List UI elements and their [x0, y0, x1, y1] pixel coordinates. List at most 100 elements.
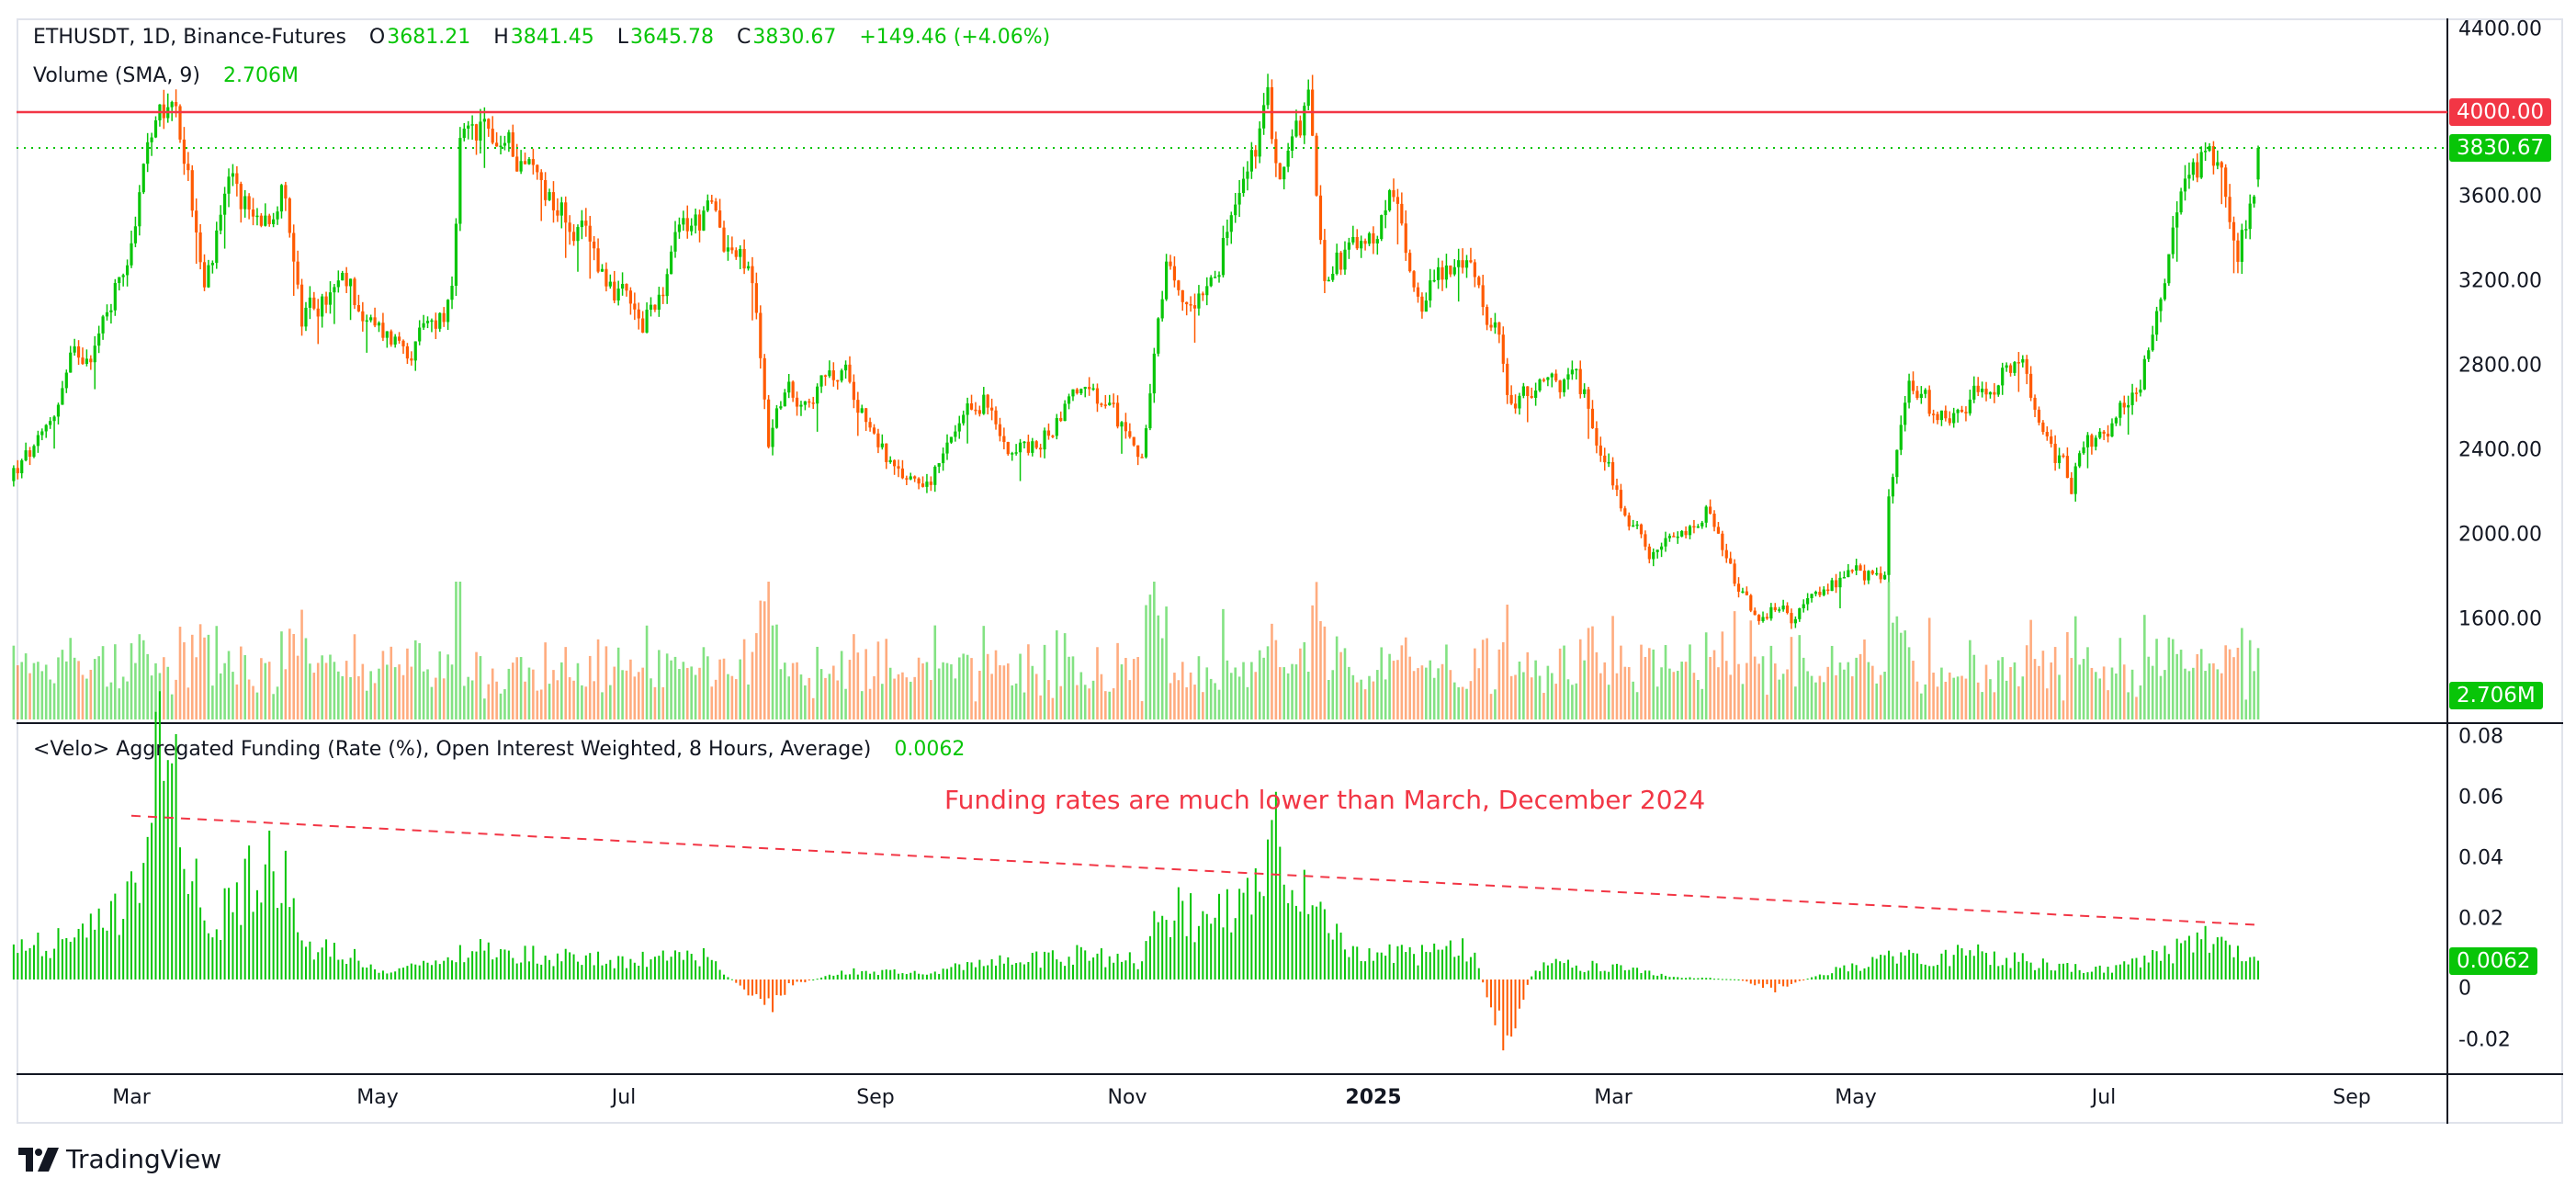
volume-bar: [747, 684, 750, 719]
funding-bar: [2200, 939, 2203, 980]
resistance-price-tag[interactable]: 4000.00: [2449, 98, 2552, 126]
candle-body: [1022, 441, 1026, 444]
candle-body: [2082, 447, 2085, 454]
candle-body: [361, 311, 365, 322]
volume-bar: [32, 662, 36, 719]
funding-title[interactable]: <Velo> Aggregated Funding (Rate (%), Ope…: [33, 738, 872, 761]
volume-bar: [1850, 676, 1854, 719]
candle-body: [620, 284, 625, 289]
funding-bar: [1392, 962, 1395, 980]
funding-bar: [443, 960, 446, 980]
funding-bar: [2175, 938, 2178, 980]
candle-body: [2196, 162, 2199, 178]
candle-body: [1298, 120, 1302, 136]
volume-bar: [1912, 661, 1915, 719]
funding-bar: [751, 980, 753, 996]
volume-bar: [2228, 649, 2231, 719]
volume-bar: [1165, 606, 1168, 719]
funding-bar: [1031, 952, 1034, 980]
volume-bar: [491, 668, 494, 719]
funding-bar: [1120, 961, 1123, 980]
candle-body: [872, 427, 876, 434]
funding-bar: [670, 957, 672, 980]
funding-tick: 0.08: [2458, 725, 2503, 749]
volume-bar: [1863, 639, 1866, 719]
funding-bar: [1665, 975, 1667, 980]
candle-body: [1729, 558, 1733, 564]
volume-bar: [576, 662, 580, 719]
volume-bar: [1027, 644, 1030, 719]
volume-bar: [1246, 686, 1249, 719]
volume-bar: [2090, 667, 2094, 719]
candle-body: [1221, 237, 1226, 276]
volume-bar: [1039, 695, 1042, 719]
candle-body: [1412, 271, 1416, 288]
funding-bar: [252, 912, 254, 980]
volume-bar: [532, 669, 535, 719]
candle-body: [860, 408, 864, 413]
funding-bar: [118, 934, 120, 980]
candle-body: [714, 201, 717, 211]
volume-bar: [645, 625, 649, 719]
candle-body: [682, 218, 685, 225]
volume-bar: [1368, 675, 1371, 719]
candle-body: [2073, 466, 2077, 494]
funding-bar: [1599, 971, 1602, 980]
volume-bar: [1587, 628, 1590, 719]
candle-body: [296, 261, 299, 285]
candle-body: [1826, 589, 1830, 592]
funding-bar: [1798, 980, 1801, 981]
candle-body: [1347, 242, 1350, 250]
volume-bar: [1615, 673, 1619, 719]
volume-bar: [1546, 665, 1550, 719]
volume-bar: [2253, 671, 2255, 719]
funding-bar: [2160, 960, 2162, 980]
candle-body: [1274, 139, 1278, 164]
funding-bar: [126, 881, 129, 980]
volume-bar: [1250, 662, 1253, 719]
funding-bar: [17, 953, 19, 980]
funding-bar: [207, 933, 209, 980]
candle-body: [633, 303, 637, 310]
funding-bar: [1339, 932, 1342, 980]
candle-body: [2154, 311, 2159, 335]
funding-bar: [2095, 967, 2097, 980]
candle-body: [1128, 431, 1132, 437]
volume-bar: [1700, 688, 1704, 719]
symbol-title[interactable]: ETHUSDT, 1D, Binance-Futures: [33, 26, 346, 49]
funding-bar: [495, 957, 498, 980]
candle-body: [998, 424, 1002, 436]
funding-bar: [2257, 960, 2260, 980]
funding-bar: [1603, 970, 1606, 980]
candle-body: [491, 129, 494, 143]
candle-body: [1278, 163, 1282, 180]
funding-bar: [1932, 966, 1935, 980]
volume-bar: [1648, 648, 1651, 719]
funding-bar: [1230, 932, 1233, 980]
candle-body: [438, 312, 442, 329]
candle-body: [32, 446, 36, 458]
candle-body: [880, 443, 884, 447]
candle-body: [1506, 363, 1509, 395]
funding-bar: [1831, 973, 1834, 980]
funding-bar: [1076, 945, 1079, 980]
candle-body: [892, 459, 897, 467]
volume-bar: [1847, 662, 1850, 719]
funding-bar: [191, 881, 194, 980]
candle-body: [690, 225, 694, 232]
volume-bar: [1620, 645, 1622, 719]
volume-bar: [759, 600, 763, 719]
funding-bar: [1542, 962, 1545, 980]
volume-bar: [499, 693, 503, 719]
funding-bar: [2078, 969, 2081, 980]
volume-bar: [1202, 692, 1204, 719]
annotation-text[interactable]: Funding rates are much lower than March,…: [944, 785, 1706, 815]
funding-bar: [1502, 980, 1505, 1051]
candle-body: [1859, 565, 1862, 572]
candle-body: [2199, 152, 2203, 178]
volume-title[interactable]: Volume (SMA, 9): [33, 64, 200, 87]
tradingview-logo[interactable]: TradingView: [18, 1144, 221, 1174]
volume-bar: [109, 682, 113, 719]
funding-bar: [1116, 953, 1119, 980]
